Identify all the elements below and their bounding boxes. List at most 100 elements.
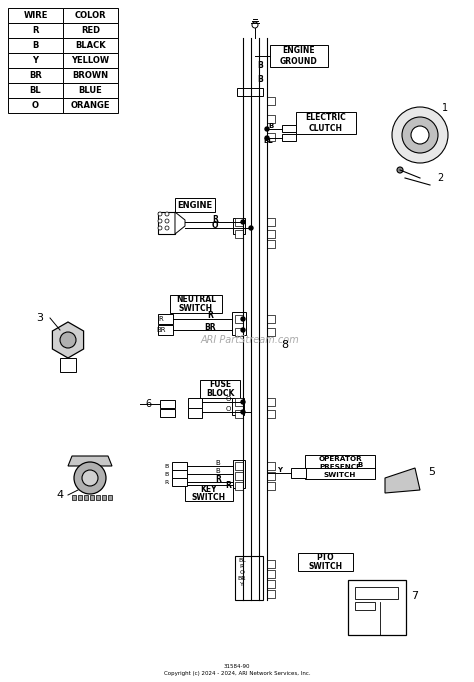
Bar	[60, 358, 76, 372]
Bar	[78, 495, 82, 500]
Bar	[63, 23, 118, 38]
Bar	[235, 482, 243, 490]
Circle shape	[249, 226, 253, 230]
Circle shape	[241, 220, 245, 224]
Text: OPERATOR: OPERATOR	[318, 456, 362, 462]
Text: 31584-90: 31584-90	[224, 664, 250, 668]
Bar	[267, 240, 275, 248]
Text: COLOR: COLOR	[75, 11, 106, 20]
Text: R: R	[32, 26, 39, 35]
Circle shape	[165, 212, 169, 216]
Text: BLUE: BLUE	[79, 86, 102, 95]
Text: R: R	[240, 565, 244, 569]
Bar	[188, 408, 202, 418]
Polygon shape	[385, 468, 420, 493]
Text: 8: 8	[282, 340, 289, 350]
Polygon shape	[68, 456, 112, 466]
Bar	[235, 462, 243, 470]
Text: R: R	[212, 215, 218, 224]
Text: BLACK: BLACK	[75, 41, 106, 50]
Circle shape	[411, 126, 429, 144]
Bar	[235, 472, 243, 480]
Bar	[235, 398, 243, 406]
Bar	[172, 478, 187, 486]
Bar	[267, 133, 275, 141]
Text: O: O	[239, 571, 245, 576]
Bar	[108, 495, 112, 500]
Circle shape	[402, 117, 438, 153]
Bar	[175, 198, 215, 212]
Bar	[267, 482, 275, 490]
Bar	[291, 468, 306, 478]
Text: O: O	[225, 406, 231, 412]
Text: 5: 5	[428, 467, 436, 477]
Text: 4: 4	[56, 490, 64, 500]
Circle shape	[82, 470, 98, 486]
Bar	[235, 315, 243, 323]
Circle shape	[241, 328, 245, 332]
Text: O: O	[225, 396, 231, 402]
Bar	[282, 134, 296, 141]
Bar	[267, 398, 275, 406]
Bar	[298, 553, 353, 571]
Text: CLUTCH: CLUTCH	[309, 124, 343, 133]
Text: BR: BR	[238, 576, 246, 582]
Circle shape	[241, 400, 245, 404]
Text: BL: BL	[238, 559, 246, 563]
Bar	[237, 88, 263, 96]
Bar	[160, 400, 175, 408]
Bar	[355, 602, 375, 610]
Bar	[102, 495, 106, 500]
Text: BROWN: BROWN	[73, 71, 109, 80]
Circle shape	[252, 22, 258, 28]
Text: Y: Y	[240, 582, 244, 587]
Text: Y: Y	[277, 467, 283, 473]
Bar	[235, 328, 243, 336]
Bar	[170, 295, 222, 313]
Bar	[84, 495, 88, 500]
Bar	[235, 218, 243, 226]
Text: ELECTRIC: ELECTRIC	[306, 113, 346, 122]
Bar	[296, 112, 356, 134]
Bar	[267, 580, 275, 588]
Text: SWITCH: SWITCH	[309, 562, 343, 571]
Text: Y: Y	[33, 56, 38, 65]
Bar	[8, 38, 63, 53]
Bar	[63, 98, 118, 113]
Bar	[158, 325, 173, 335]
Bar	[267, 115, 275, 123]
Text: 1: 1	[442, 103, 448, 113]
Text: B: B	[216, 460, 220, 466]
Bar	[158, 314, 173, 324]
Text: NEUTRAL: NEUTRAL	[176, 295, 216, 304]
Bar	[305, 455, 375, 479]
Bar	[63, 83, 118, 98]
Bar	[233, 218, 245, 234]
Text: BLOCK: BLOCK	[206, 389, 234, 398]
Text: 7: 7	[411, 591, 419, 601]
Bar	[8, 53, 63, 68]
Circle shape	[74, 462, 106, 494]
Polygon shape	[53, 322, 83, 358]
Text: 3: 3	[36, 313, 44, 323]
Bar	[348, 580, 406, 635]
Circle shape	[60, 332, 76, 348]
Bar	[90, 495, 94, 500]
Text: SWITCH: SWITCH	[324, 472, 356, 478]
Bar	[235, 556, 263, 600]
Bar	[172, 470, 187, 478]
Text: SWITCH: SWITCH	[179, 304, 213, 313]
Text: ARI PartStream.com: ARI PartStream.com	[201, 335, 300, 345]
Bar	[172, 462, 187, 470]
Bar	[8, 83, 63, 98]
Bar	[185, 485, 233, 501]
Text: GROUND: GROUND	[280, 57, 318, 66]
Circle shape	[158, 226, 162, 230]
Bar	[232, 312, 246, 335]
Bar	[267, 230, 275, 238]
Text: O: O	[32, 101, 39, 110]
Polygon shape	[175, 212, 185, 234]
Bar	[270, 45, 328, 67]
Text: Copyright (c) 2024 - 2024, ARI Network Services, Inc.: Copyright (c) 2024 - 2024, ARI Network S…	[164, 670, 310, 675]
Bar	[8, 23, 63, 38]
